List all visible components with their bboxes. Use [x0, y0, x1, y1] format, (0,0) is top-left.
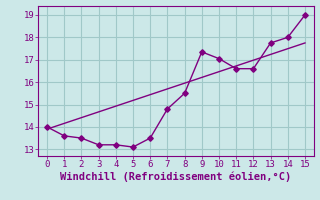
- X-axis label: Windchill (Refroidissement éolien,°C): Windchill (Refroidissement éolien,°C): [60, 172, 292, 182]
